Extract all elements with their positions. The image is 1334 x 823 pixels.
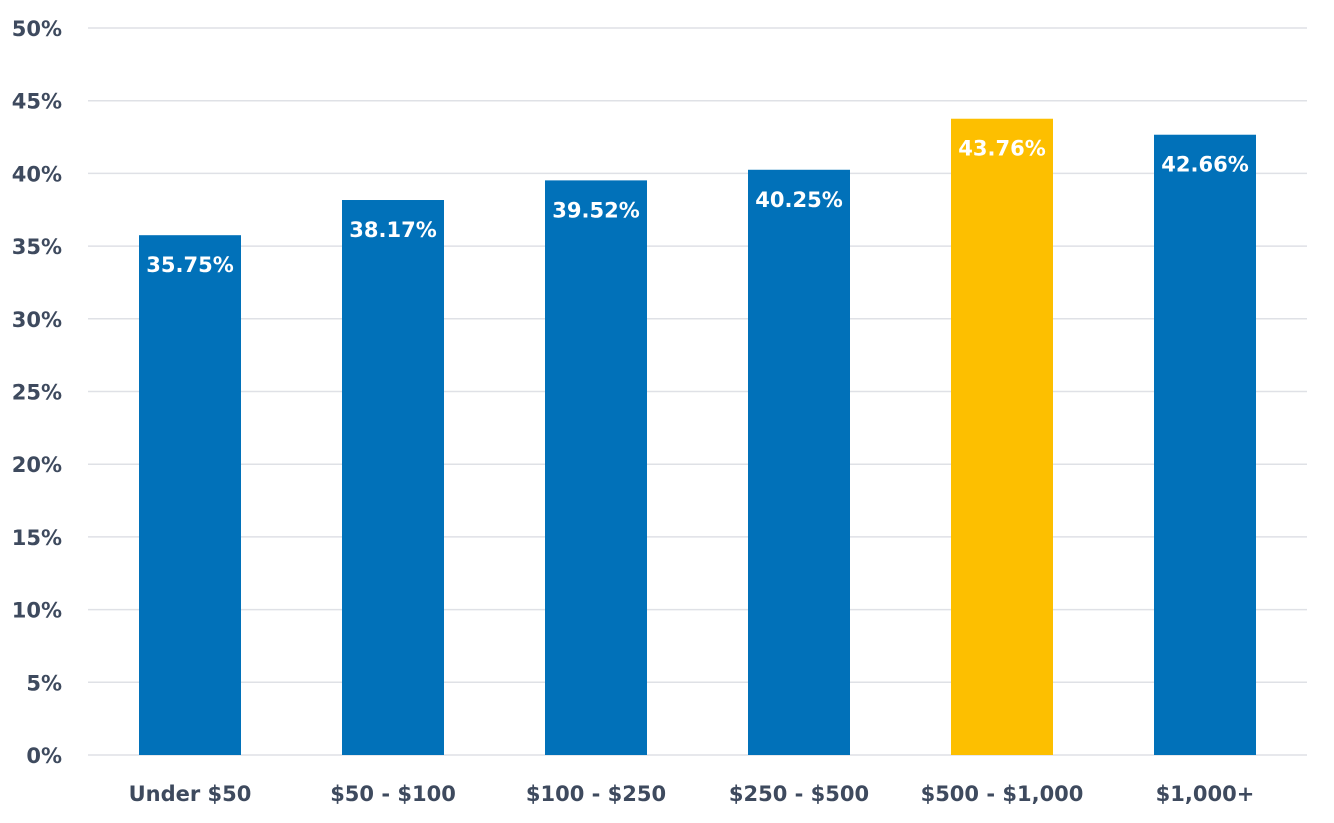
data-label: 43.76% [958, 137, 1045, 161]
y-tick-label: 10% [12, 599, 62, 623]
y-tick-label: 30% [12, 308, 62, 332]
data-label: 38.17% [349, 218, 436, 242]
data-label: 39.52% [552, 198, 639, 222]
bar [342, 200, 444, 756]
data-label: 40.25% [755, 188, 842, 212]
y-tick-label: 40% [12, 162, 62, 186]
y-tick-label: 15% [12, 526, 62, 550]
y-tick-label: 20% [12, 453, 62, 477]
x-axis-category-labels: Under $50 $50 - $100 $100 - $250 $250 - $50… [129, 782, 1255, 806]
bar [1154, 134, 1256, 755]
y-tick-label: 50% [12, 17, 62, 41]
bar [748, 169, 850, 755]
x-tick-label: Under $50 [129, 782, 252, 806]
y-axis-tick-labels: 0% 5% 10% 15% 20% 25% 30% 35% 40% 45% 50% [12, 17, 62, 768]
x-tick-label: $100 - $250 [526, 782, 666, 806]
bar [951, 118, 1053, 755]
gridlines [88, 27, 1307, 756]
y-tick-label: 25% [12, 381, 62, 405]
y-tick-label: 35% [12, 235, 62, 259]
data-label: 35.75% [146, 253, 233, 277]
x-tick-label: $250 - $500 [729, 782, 869, 806]
y-tick-label: 45% [12, 90, 62, 114]
bars [139, 118, 1256, 756]
bar [139, 235, 241, 755]
data-labels: 35.75% 38.17% 39.52% 40.25% 43.76% 42.66% [146, 137, 1248, 277]
x-tick-label: $50 - $100 [330, 782, 456, 806]
y-tick-label: 0% [26, 744, 62, 768]
y-tick-label: 5% [26, 671, 62, 695]
data-label: 42.66% [1161, 153, 1248, 177]
bar [545, 180, 647, 755]
x-tick-label: $1,000+ [1156, 782, 1255, 806]
x-tick-label: $500 - $1,000 [921, 782, 1084, 806]
